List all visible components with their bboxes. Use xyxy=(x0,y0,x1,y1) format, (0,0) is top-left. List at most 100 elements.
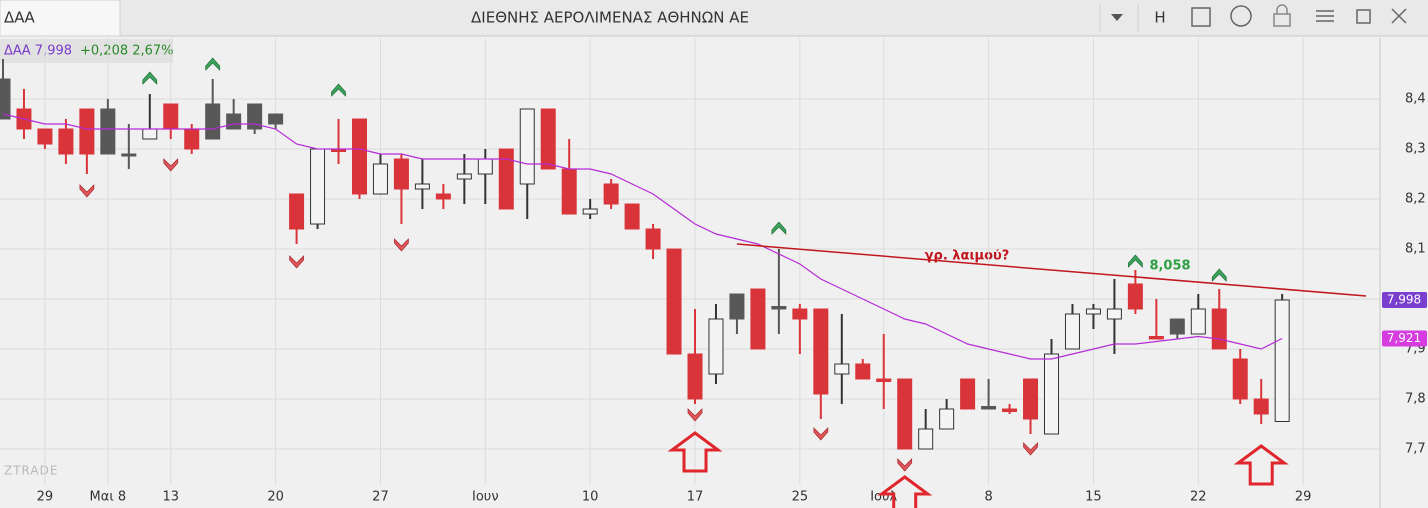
candle-body xyxy=(351,118,367,195)
moving-average xyxy=(2,113,1283,360)
x-tick-label: 25 xyxy=(792,490,809,505)
candle-body xyxy=(184,128,200,150)
restore-icon[interactable] xyxy=(1356,9,1371,24)
candle-body xyxy=(582,208,598,215)
symbol-tab-text: ΔΑΑ xyxy=(4,9,36,27)
x-tick-label: Ιουν xyxy=(472,490,499,505)
candle-body xyxy=(876,378,892,382)
sell-signal xyxy=(163,158,179,172)
sell-signal xyxy=(1023,442,1038,456)
price-tag-label: 7,921 xyxy=(1387,331,1421,345)
candle-body xyxy=(834,363,850,375)
dropdown-arrow[interactable] xyxy=(1111,14,1123,21)
big-arrow xyxy=(877,475,933,508)
x-tick-label: 29 xyxy=(1295,490,1312,505)
candle-body xyxy=(1064,313,1080,350)
lock-icon[interactable] xyxy=(1273,13,1291,27)
sell-signal xyxy=(289,255,304,269)
candle-body xyxy=(310,148,326,225)
x-tick-label: 15 xyxy=(1085,490,1102,505)
candle-body xyxy=(1232,358,1248,400)
candle-body xyxy=(561,168,577,215)
neckline xyxy=(736,243,1367,297)
candle-body xyxy=(519,108,535,185)
buy-signal xyxy=(142,71,158,85)
candle-body xyxy=(372,163,388,195)
candle-body xyxy=(1044,353,1059,435)
x-tick-label: 29 xyxy=(37,490,54,505)
sell-signal xyxy=(394,238,409,252)
candle-body xyxy=(939,408,955,430)
big-arrow xyxy=(1233,444,1289,486)
candle-body xyxy=(960,378,976,410)
candle-body xyxy=(1169,318,1185,335)
candle-body xyxy=(1148,336,1164,340)
price-tag xyxy=(1382,292,1427,308)
candle-body xyxy=(0,78,11,120)
symbol-info: ΔΑΑ 7,998 xyxy=(4,44,72,59)
candle-body xyxy=(58,128,74,155)
candle-body xyxy=(918,428,934,450)
candle-body xyxy=(1106,308,1122,320)
candle-body xyxy=(855,363,871,380)
candle-body xyxy=(205,103,221,140)
sell-signal xyxy=(687,408,703,422)
sell-signal xyxy=(897,458,913,472)
candle-body xyxy=(624,203,640,230)
quote-icon[interactable] xyxy=(1230,5,1252,27)
candle-body xyxy=(247,103,263,130)
buy-signal xyxy=(1211,268,1227,282)
y-tick-label: 8,3 xyxy=(1405,142,1426,157)
y-tick-label: 7,7 xyxy=(1405,442,1426,457)
menu-icon[interactable] xyxy=(1316,10,1334,22)
symbol-tab[interactable] xyxy=(0,0,121,37)
candle-body xyxy=(393,158,409,190)
x-tick-label: 10 xyxy=(582,490,599,505)
candle-body xyxy=(813,308,829,395)
x-tick-label: 27 xyxy=(372,490,389,505)
candle-body xyxy=(121,153,137,157)
candle-body xyxy=(1190,308,1206,335)
price-tag xyxy=(1382,330,1427,347)
candle-body xyxy=(1023,378,1039,420)
candle-body xyxy=(792,308,808,320)
candle-body xyxy=(142,128,158,140)
x-tick-label: 20 xyxy=(267,490,284,505)
candle-body xyxy=(100,108,116,155)
x-tick-label: 22 xyxy=(1190,490,1207,505)
y-tick-label: 7,8 xyxy=(1405,392,1426,407)
candle-body xyxy=(1127,283,1143,310)
h-button[interactable]: H xyxy=(1154,9,1165,27)
buy-signal xyxy=(771,221,787,235)
candle-body xyxy=(456,173,472,180)
candle-body xyxy=(687,353,703,400)
candle-body xyxy=(1274,299,1290,422)
y-tick-label: 8,4 xyxy=(1405,92,1426,107)
buy-signal xyxy=(331,83,346,97)
header-title: ΔΙΕΘΝΗΣ ΑΕΡΟΛΙΜΕΝΑΣ ΑΘΗΝΩΝ ΑΕ xyxy=(471,9,749,27)
candle-body xyxy=(435,193,451,200)
candle-body xyxy=(981,406,997,410)
close-icon[interactable] xyxy=(1391,8,1407,24)
x-tick-label: 8 xyxy=(984,490,992,505)
candle-body xyxy=(1253,398,1269,415)
candle-body xyxy=(1211,308,1227,350)
panel-icon[interactable] xyxy=(1191,7,1211,27)
x-tick-label: 13 xyxy=(162,490,179,505)
buy-signal xyxy=(1128,254,1143,268)
y-tick-label: 8,1 xyxy=(1405,242,1426,257)
buy-signal xyxy=(205,57,221,71)
candle-body xyxy=(1002,408,1018,412)
info-box xyxy=(0,39,173,63)
candle-body xyxy=(268,113,284,125)
candle-body xyxy=(645,228,661,250)
change-info: +0,208 2,67% xyxy=(80,44,174,59)
candle-body xyxy=(37,128,53,145)
candle-body xyxy=(771,306,787,310)
y-tick-label: 8,2 xyxy=(1405,192,1426,207)
x-tick-label: 17 xyxy=(687,490,704,505)
sell-signal xyxy=(79,184,95,198)
